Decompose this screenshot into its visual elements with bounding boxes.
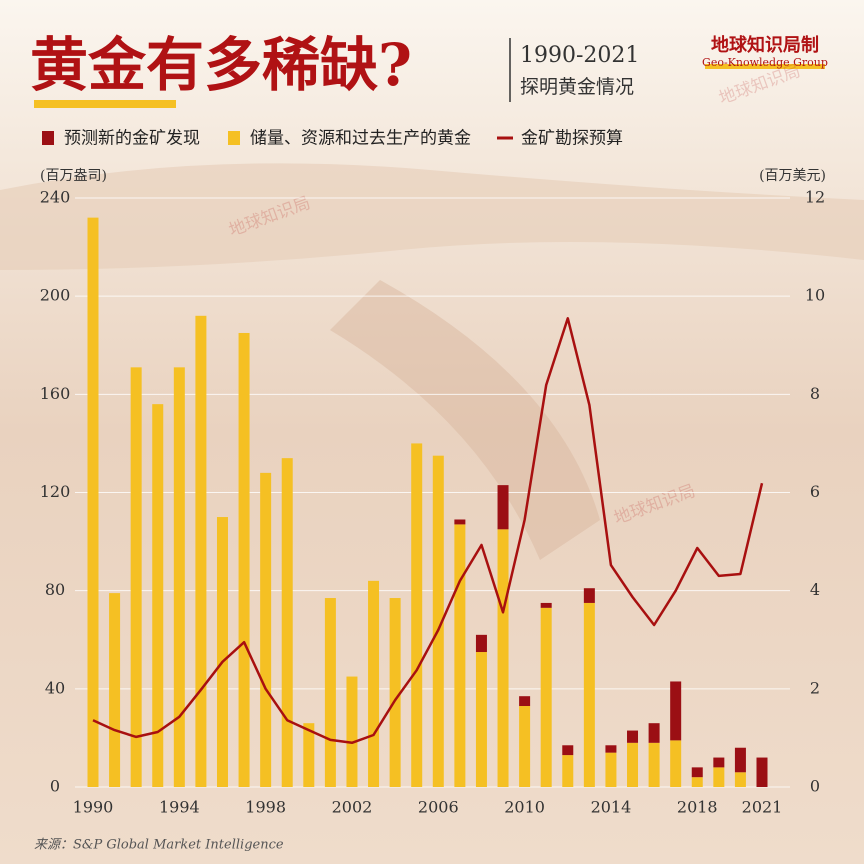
y-tick-label: 80 [45,580,65,599]
bar [281,458,293,787]
source: 来源：S&P Global Market Intelligence [34,838,284,853]
bar [303,723,315,787]
bar [627,730,639,743]
y-tick-label: 120 [40,482,71,501]
y2-tick-label: 10 [805,286,825,305]
line [92,317,764,745]
x-tick-label: 1994 [159,798,200,817]
bar [627,742,639,787]
x-tick-label: 2018 [677,798,718,817]
legend-label: 储量、资源和过去生产的黄金 [250,129,471,149]
bar [713,767,725,787]
bar [648,723,660,743]
bar [583,588,595,603]
bar [109,593,121,787]
bar [605,745,617,753]
bar [519,696,531,707]
bar [670,681,682,741]
bar [713,757,725,768]
bar [324,598,336,787]
bar [173,367,185,787]
x-tick-label: 2006 [418,798,459,817]
y2-tick-label: 4 [810,580,820,599]
brand-underline [705,64,825,69]
y-tick-label: 160 [40,384,71,403]
bar [411,443,423,787]
bar [519,706,531,787]
brand: 地球知识局制 [711,34,819,56]
bar [497,529,509,787]
bar [260,472,272,787]
bar [432,455,444,787]
bar [605,752,617,787]
x-tick-label: 2010 [504,798,545,817]
bar [648,742,660,787]
x-tick-label: 1990 [73,798,114,817]
bar [475,634,487,653]
bar [454,524,466,787]
x-tick-label: 1998 [245,798,286,817]
bar [195,315,207,787]
y2-tick-label: 0 [810,777,820,796]
bar [583,602,595,787]
x-tick-label: 2021 [742,798,783,817]
bar [475,652,487,787]
legend-swatch [42,131,54,145]
bar [152,404,164,787]
brand-en: Geo-Knowledge Group [702,56,828,69]
bar [540,602,552,608]
y2-tick-label: 2 [810,678,820,697]
bar [346,676,358,787]
chart-title: 黄金有多稀缺? [30,31,412,99]
bar [497,485,509,530]
legend-label: 金矿勘探预算 [521,129,623,149]
bar [368,580,380,787]
y-tick-label: 240 [40,188,71,207]
bar [130,367,142,787]
bar [691,777,703,787]
y-tick-label: 0 [50,777,60,796]
y2-axis-label: (百万美元) [759,168,826,184]
y-tick-label: 200 [40,286,71,305]
bar [691,767,703,778]
legend-swatch [228,131,240,145]
bar [562,745,574,756]
bar [734,747,746,773]
y-axis-label: (百万盎司) [40,168,107,184]
bar [756,757,768,787]
bar [734,772,746,787]
bar [87,217,99,788]
title-underline [34,100,176,108]
bar [562,755,574,787]
x-tick-label: 2002 [332,798,373,817]
y2-tick-label: 8 [810,384,820,403]
x-tick-label: 2014 [591,798,632,817]
terrain [0,163,864,270]
bar [238,332,250,787]
y-tick-label: 40 [45,678,65,697]
bar [670,740,682,787]
subtitle: 探明黄金情况 [520,76,634,98]
bar [389,598,401,787]
bar [540,607,552,787]
bar [216,517,228,787]
y2-tick-label: 6 [810,482,820,501]
bar [454,519,466,525]
y2-tick-label: 12 [805,188,825,207]
legend-label: 预测新的金矿发现 [64,129,200,149]
subtitle: 1990-2021 [520,43,639,68]
terrain [330,280,600,560]
